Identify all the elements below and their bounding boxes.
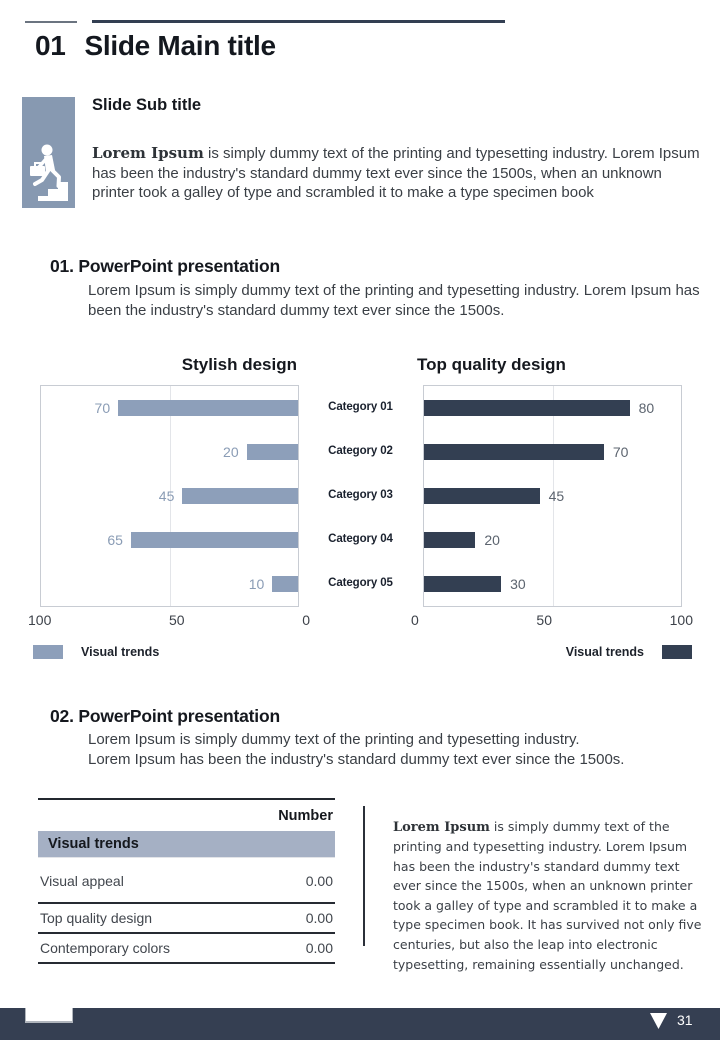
footer-notch bbox=[25, 1008, 73, 1023]
chart-title-top-quality-design: Top quality design bbox=[417, 355, 566, 374]
intro-lead: Lorem Ipsum bbox=[92, 144, 204, 162]
gridline bbox=[169, 386, 171, 606]
bar-value-label: 65 bbox=[107, 532, 123, 548]
section-02-body: Lorem Ipsum is simply dummy text of the … bbox=[88, 730, 710, 769]
row-label: Top quality design bbox=[40, 910, 153, 926]
category-label: Category 04 bbox=[328, 533, 393, 545]
slide-index: 01 bbox=[35, 30, 66, 61]
category-label: Category 02 bbox=[328, 445, 393, 457]
bar-chart-top-quality-design: 80 70 45 20 30 bbox=[423, 385, 682, 607]
chart-title-stylish-design: Stylish design bbox=[181, 355, 297, 374]
category-label: Category 05 bbox=[328, 577, 393, 589]
section-01-body: Lorem Ipsum is simply dummy text of the … bbox=[88, 282, 700, 319]
axis-tick: 100 bbox=[28, 612, 52, 628]
table-row: Contemporary colors 0.00 bbox=[38, 934, 335, 964]
data-table: Number Visual trends Visual appeal 0.00 … bbox=[38, 798, 335, 964]
bar-category-01 bbox=[118, 400, 298, 416]
row-value: 0.00 bbox=[305, 873, 333, 889]
aside-paragraph: Lorem Ipsum is simply dummy text of the … bbox=[393, 817, 707, 975]
bar-row: 65 bbox=[41, 518, 298, 562]
bar-row: 80 bbox=[424, 386, 681, 430]
bar-value-label: 70 bbox=[612, 444, 629, 460]
bar-row: 10 bbox=[41, 562, 298, 606]
row-label: Visual appeal bbox=[40, 873, 124, 889]
axis-tick: 50 bbox=[168, 612, 185, 628]
bar-value-label: 10 bbox=[248, 576, 265, 592]
bar-value-label: 20 bbox=[484, 532, 500, 548]
bar-category-02 bbox=[246, 444, 298, 460]
bar-category-03 bbox=[182, 488, 298, 504]
section-02-heading: 02. PowerPoint presentation bbox=[50, 706, 280, 726]
section-01-heading: 01. PowerPoint presentation bbox=[50, 256, 280, 276]
category-label: Category 01 bbox=[328, 401, 393, 413]
intro-body: is simply dummy text of the printing and… bbox=[92, 145, 700, 201]
down-triangle-icon[interactable] bbox=[650, 1013, 667, 1029]
row-value: 0.00 bbox=[305, 910, 333, 926]
bar-value-label: 30 bbox=[510, 576, 526, 592]
aside-lead: Lorem Ipsum bbox=[393, 819, 490, 835]
chart-category-labels: Category 01 Category 02 Category 03 Categor… bbox=[298, 385, 423, 605]
footer-bar bbox=[0, 1008, 720, 1040]
aside-body: is simply dummy text of the printing and… bbox=[393, 818, 702, 972]
category-label: Category 03 bbox=[328, 489, 393, 501]
bar-category-01 bbox=[424, 400, 630, 416]
legend-swatch-light bbox=[33, 645, 63, 659]
bar-row: 45 bbox=[41, 474, 298, 518]
slide-subtitle: Slide Sub title bbox=[92, 96, 202, 114]
table-group-row: Visual trends bbox=[38, 831, 335, 858]
axis-tick: 0 bbox=[411, 612, 419, 628]
legend-left: Visual trends bbox=[33, 645, 159, 659]
x-axis-right: 0 50 100 bbox=[411, 612, 693, 628]
table-column-header: Number bbox=[278, 808, 333, 824]
bar-category-03 bbox=[424, 488, 540, 504]
bar-row: 30 bbox=[424, 562, 681, 606]
person-climbing-stairs-icon bbox=[22, 97, 75, 208]
row-label: Contemporary colors bbox=[40, 940, 170, 956]
page-title: Slide Main title bbox=[84, 30, 277, 61]
bar-row: 70 bbox=[41, 386, 298, 430]
bar-row: 20 bbox=[41, 430, 298, 474]
gridline bbox=[552, 386, 554, 606]
bar-category-05 bbox=[424, 576, 502, 592]
axis-tick: 50 bbox=[536, 612, 552, 628]
bar-row: 70 bbox=[424, 430, 681, 474]
axis-tick: 100 bbox=[669, 612, 693, 628]
legend-swatch-dark bbox=[662, 645, 692, 659]
intro-paragraph: Lorem Ipsum is simply dummy text of the … bbox=[92, 144, 704, 203]
section-02-line2: Lorem Ipsum has been the industry's stan… bbox=[88, 750, 625, 768]
bar-value-label: 70 bbox=[94, 400, 111, 416]
bar-category-04 bbox=[424, 532, 476, 548]
row-value: 0.00 bbox=[305, 940, 333, 956]
legend-label: Visual trends bbox=[81, 645, 160, 659]
section-02-line1: Lorem Ipsum is simply dummy text of the … bbox=[88, 731, 580, 748]
axis-tick: 0 bbox=[302, 612, 310, 628]
table-row: Visual appeal 0.00 bbox=[38, 858, 335, 904]
x-axis-left: 100 50 0 bbox=[28, 612, 310, 628]
bar-value-label: 45 bbox=[548, 488, 565, 504]
bar-value-label: 20 bbox=[223, 444, 239, 460]
bar-value-label: 80 bbox=[638, 400, 655, 416]
page-number: 31 bbox=[677, 1012, 693, 1028]
legend-right: Visual trends bbox=[566, 645, 692, 659]
bar-value-label: 45 bbox=[158, 488, 175, 504]
page-header: 01 Slide Main title bbox=[35, 30, 276, 62]
bar-category-02 bbox=[424, 444, 604, 460]
bar-category-04 bbox=[130, 532, 298, 548]
bar-category-05 bbox=[272, 576, 298, 592]
legend-label: Visual trends bbox=[565, 645, 644, 659]
vertical-divider bbox=[363, 806, 365, 946]
bar-row: 45 bbox=[424, 474, 681, 518]
table-row: Top quality design 0.00 bbox=[38, 904, 335, 934]
bar-row: 20 bbox=[424, 518, 681, 562]
bar-chart-stylish-design: 70 20 45 65 10 bbox=[40, 385, 299, 607]
header-rule-long bbox=[92, 20, 505, 23]
header-rule-short bbox=[25, 21, 77, 23]
